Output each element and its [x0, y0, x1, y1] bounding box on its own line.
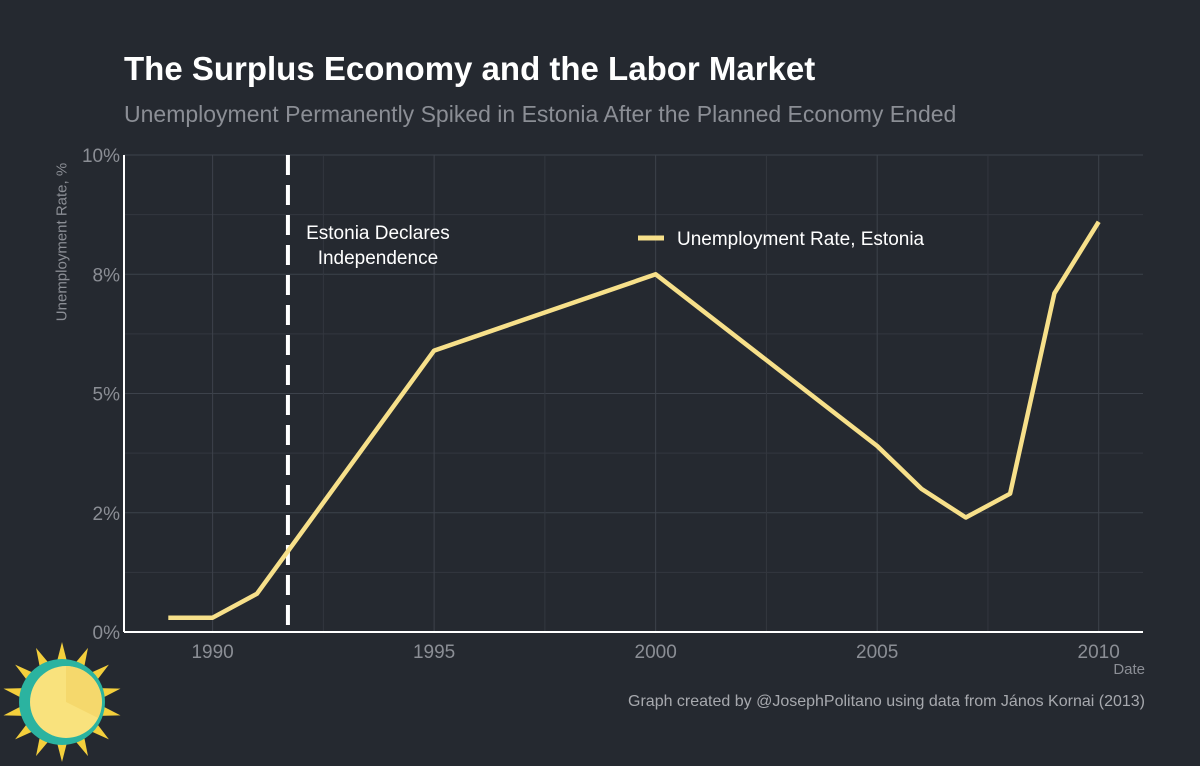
series-lines [168, 220, 1101, 620]
sun-ray [99, 705, 121, 716]
x-tick-label: 2010 [1078, 642, 1120, 663]
legend-label: Unemployment Rate, Estonia [677, 229, 925, 250]
sun-ray [56, 741, 68, 762]
annotation-label: Independence [318, 248, 438, 269]
series-line [168, 220, 1101, 620]
sun-shade [66, 666, 102, 718]
legend: Unemployment Rate, Estonia [638, 229, 925, 250]
sun-ray [99, 688, 121, 699]
axes [123, 155, 1143, 633]
x-tick-label: 1990 [191, 642, 233, 663]
source-credit: Graph created by @JosephPolitano using d… [628, 693, 1145, 710]
sun-ray [3, 688, 25, 699]
x-tick-label: 2005 [856, 642, 898, 663]
y-tick-label: 10% [82, 146, 120, 167]
x-tick-label: 1995 [413, 642, 455, 663]
gridlines [124, 154, 1143, 633]
sun-ray [56, 642, 68, 663]
x-axis-label: Date [1113, 661, 1145, 678]
y-tick-label: 2% [93, 504, 121, 525]
y-tick-label: 5% [93, 385, 121, 406]
sun-logo-icon [3, 642, 121, 762]
y-tick-label: 0% [93, 623, 121, 644]
chart-title: The Surplus Economy and the Labor Market [124, 50, 816, 87]
x-tick-label: 2000 [635, 642, 677, 663]
chart-subtitle: Unemployment Permanently Spiked in Eston… [124, 101, 957, 127]
y-tick-label: 8% [93, 265, 121, 286]
sun-ray [3, 705, 25, 716]
annotation-label: Estonia Declares [306, 223, 450, 244]
